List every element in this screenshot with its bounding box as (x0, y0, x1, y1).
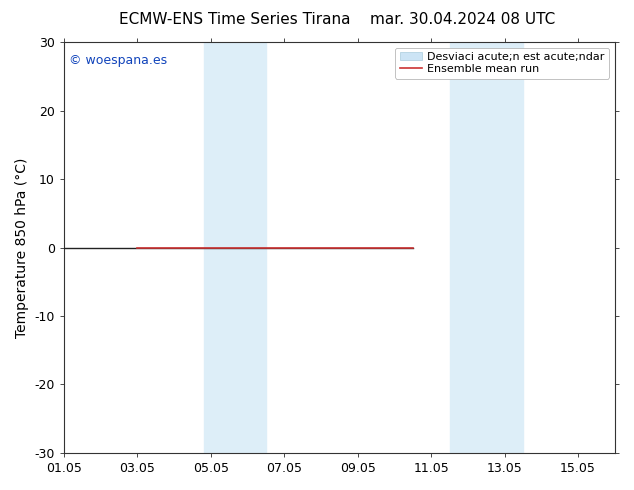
Text: mar. 30.04.2024 08 UTC: mar. 30.04.2024 08 UTC (370, 12, 555, 27)
Text: ECMW-ENS Time Series Tirana: ECMW-ENS Time Series Tirana (119, 12, 351, 27)
Legend: Desviaci acute;n est acute;ndar, Ensemble mean run: Desviaci acute;n est acute;ndar, Ensembl… (395, 48, 609, 79)
Bar (204, 42, 266, 453)
Text: © woespana.es: © woespana.es (70, 54, 167, 68)
Y-axis label: Temperature 850 hPa (°C): Temperature 850 hPa (°C) (15, 157, 29, 338)
Bar (450, 42, 523, 453)
